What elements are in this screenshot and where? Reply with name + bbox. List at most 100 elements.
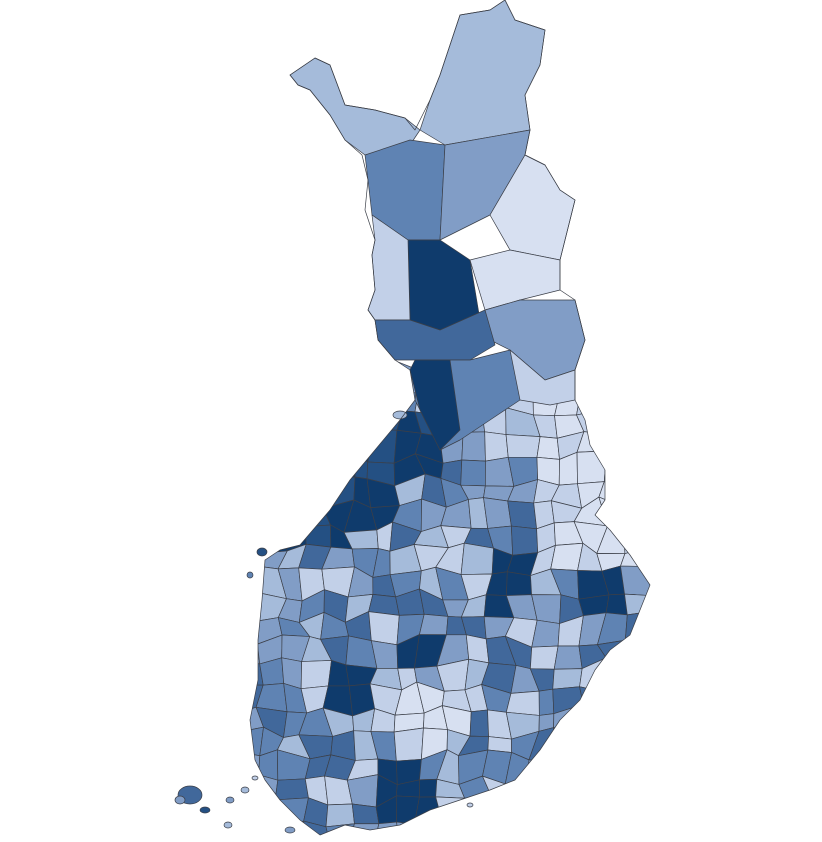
- municipality: [252, 796, 279, 831]
- municipality: [527, 772, 560, 806]
- municipality: [646, 414, 650, 433]
- municipality: [538, 688, 555, 716]
- municipality: [322, 454, 356, 480]
- municipality: [352, 384, 376, 416]
- municipality: [527, 759, 560, 778]
- municipality: [598, 798, 631, 828]
- municipality: [253, 385, 287, 413]
- municipality: [483, 497, 512, 529]
- municipality: [297, 409, 330, 437]
- municipality: [624, 611, 649, 646]
- municipality: [619, 387, 650, 416]
- municipality: [484, 795, 518, 827]
- municipality: [259, 366, 284, 393]
- island: [199, 806, 211, 814]
- municipality: [250, 362, 263, 394]
- municipality: [352, 360, 378, 388]
- island: [223, 821, 233, 829]
- municipality: [250, 477, 262, 510]
- municipality: [281, 366, 307, 393]
- municipality: [599, 680, 632, 712]
- municipality: [624, 593, 650, 616]
- municipality: [250, 643, 261, 665]
- municipality: [624, 752, 649, 781]
- municipality: [274, 778, 309, 801]
- island: [284, 826, 296, 834]
- municipality: [414, 818, 444, 835]
- municipality: [299, 368, 331, 384]
- municipality: [648, 454, 650, 484]
- municipality: [552, 668, 583, 690]
- municipality: [601, 408, 622, 440]
- municipality: [250, 385, 263, 418]
- municipality: [395, 795, 420, 825]
- municipality: [579, 686, 610, 712]
- municipality: [281, 454, 310, 486]
- municipality: [305, 433, 330, 457]
- municipality: [369, 384, 403, 416]
- island: [256, 547, 268, 557]
- island: [174, 795, 186, 805]
- municipality: [460, 542, 494, 575]
- municipality: [647, 361, 650, 389]
- island: [251, 775, 259, 781]
- municipality: [642, 752, 650, 781]
- municipality: [250, 410, 256, 440]
- northern-municipalities: [289, 0, 586, 451]
- municipality: [644, 799, 650, 823]
- municipality: [605, 657, 632, 694]
- municipality: [274, 797, 309, 831]
- municipality: [466, 825, 486, 835]
- islands: [174, 410, 474, 834]
- municipality: [250, 451, 258, 480]
- municipality: [574, 751, 602, 783]
- municipality: [624, 729, 650, 760]
- municipality: [630, 660, 650, 683]
- municipality: [643, 707, 650, 735]
- municipality: [620, 773, 649, 806]
- municipality: [620, 799, 646, 822]
- municipality: [529, 645, 559, 670]
- municipality: [367, 428, 398, 464]
- municipality: [528, 825, 560, 835]
- municipality: [605, 593, 628, 616]
- municipality: [643, 526, 650, 547]
- municipality: [441, 818, 471, 835]
- municipality: [648, 481, 650, 506]
- municipality: [643, 497, 650, 533]
- municipality: [574, 703, 608, 731]
- municipality: [651, 544, 672, 578]
- municipality: [328, 409, 355, 440]
- island: [240, 786, 250, 794]
- municipality: [306, 454, 329, 486]
- municipality: [304, 524, 332, 548]
- municipality: [419, 613, 449, 636]
- municipality: [506, 571, 532, 596]
- municipality: [553, 727, 576, 761]
- municipality: [299, 497, 331, 528]
- municipality: [505, 434, 541, 458]
- municipality: [484, 823, 518, 835]
- municipality: [465, 634, 490, 664]
- municipality: [553, 755, 582, 783]
- municipality: [300, 660, 332, 690]
- municipality: [250, 590, 260, 622]
- municipality: [322, 433, 356, 457]
- municipality: [576, 450, 607, 485]
- municipality: [536, 436, 560, 460]
- municipality: [280, 477, 310, 509]
- municipality: [435, 796, 468, 831]
- municipality: [277, 412, 307, 437]
- municipality: [619, 408, 650, 440]
- municipality: [252, 427, 285, 461]
- municipality: [253, 410, 287, 435]
- municipality: [627, 680, 650, 711]
- municipality: [419, 0, 546, 146]
- municipality: [598, 751, 632, 782]
- municipality: [504, 823, 532, 835]
- island: [246, 571, 254, 579]
- municipality: [602, 433, 622, 458]
- municipality: [578, 826, 600, 835]
- municipality: [250, 566, 261, 592]
